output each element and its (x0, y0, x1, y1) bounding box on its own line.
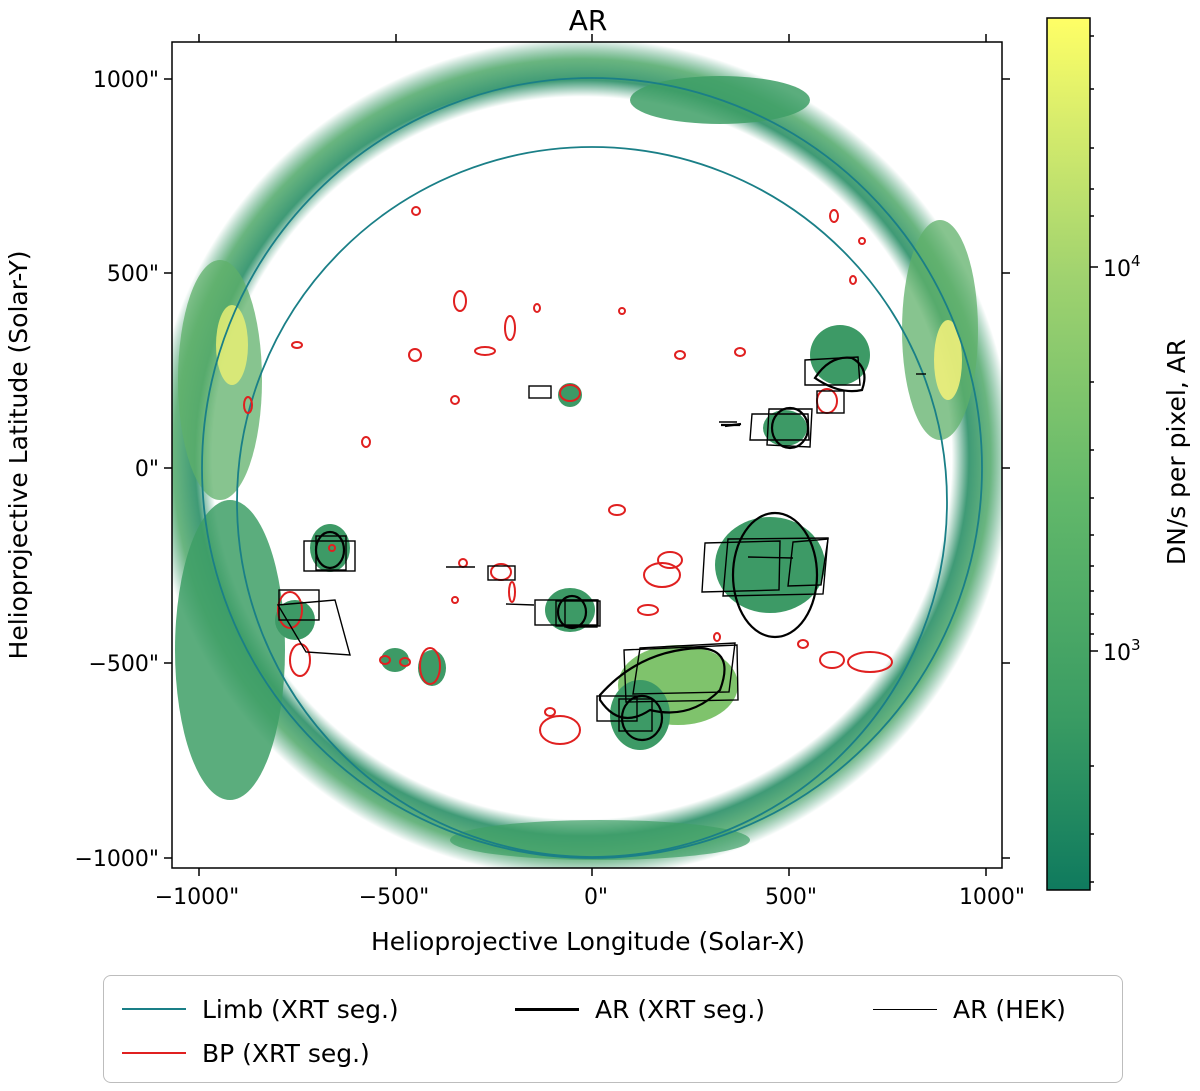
x-tick-label: 0" (584, 885, 608, 910)
corona-south (450, 820, 750, 860)
y-tick-labels: 1000" 500" 0" −500" −1000" (74, 68, 159, 872)
corona-southwest (175, 500, 285, 800)
legend-item-bp: BP (XRT seg.) (122, 1035, 370, 1071)
plot-title: AR (569, 4, 608, 37)
y-ticks (164, 78, 1010, 859)
x-tick-label: −1000" (155, 885, 240, 910)
legend-line-limb (122, 1008, 186, 1010)
legend-label: AR (XRT seg.) (595, 994, 766, 1024)
colorbar-ticks (1090, 35, 1098, 883)
plot-area (172, 42, 1002, 868)
x-tick-label: 500" (765, 885, 817, 910)
colorbar-tick-label: 104 (1103, 252, 1141, 282)
legend-line-ar-xrt (515, 1007, 579, 1011)
corona-bright-west-core (934, 320, 962, 400)
limb-circle-outer (201, 77, 983, 859)
legend-item-ar-xrt: AR (XRT seg.) (515, 991, 765, 1027)
legend-label: BP (XRT seg.) (202, 1038, 370, 1068)
x-tick-label: 1000" (959, 885, 1025, 910)
legend-label: AR (HEK) (953, 994, 1066, 1024)
legend-line-ar-hek (873, 1008, 937, 1010)
colorbar-label: DN/s per pixel, AR (1162, 339, 1191, 565)
axes-frame (171, 41, 1003, 869)
active-region-emission (275, 325, 870, 750)
legend-line-bp (122, 1052, 186, 1054)
legend-label: Limb (XRT seg.) (202, 994, 399, 1024)
x-tick-label: −500" (359, 885, 430, 910)
colorbar-tick-label: 103 (1103, 636, 1141, 666)
y-tick-label: −1000" (74, 847, 159, 872)
corona-bright-east-core (216, 305, 248, 385)
y-tick-label: 1000" (93, 68, 159, 93)
legend: Limb (XRT seg.) AR (XRT seg.) AR (HEK) B… (103, 975, 1123, 1083)
colorbar (1046, 17, 1091, 891)
limb-circle-inner (236, 146, 948, 858)
colorbar-tick-labels: 104 103 (1103, 252, 1141, 666)
y-tick-label: 0" (135, 457, 159, 482)
corona-bright-east (178, 260, 262, 500)
legend-item-limb: Limb (XRT seg.) (122, 991, 399, 1027)
corona-ring (172, 42, 1002, 868)
x-tick-labels: −1000" −500" 0" 500" 1000" (155, 885, 1025, 910)
legend-item-ar-hek: AR (HEK) (873, 991, 1066, 1027)
figure: AR (4, 4, 1191, 956)
y-tick-label: 500" (107, 262, 159, 287)
y-axis-label: Helioprojective Latitude (Solar-Y) (4, 251, 33, 660)
x-ticks (198, 34, 987, 876)
y-tick-label: −500" (88, 652, 159, 677)
x-axis-label: Helioprojective Longitude (Solar-X) (371, 927, 805, 956)
ar-hek-boxes (276, 356, 926, 732)
